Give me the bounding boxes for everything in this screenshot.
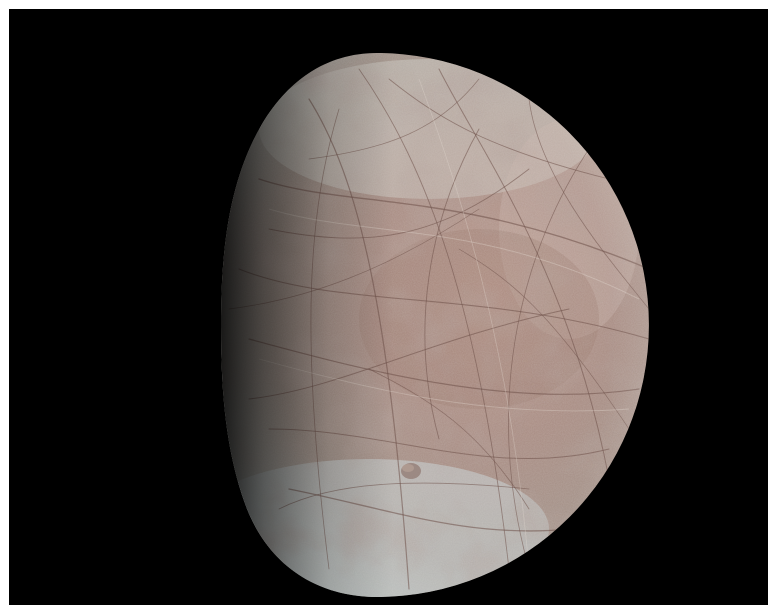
space-background	[9, 9, 768, 605]
moon-illustration	[221, 53, 649, 597]
moon-disk	[221, 53, 649, 597]
